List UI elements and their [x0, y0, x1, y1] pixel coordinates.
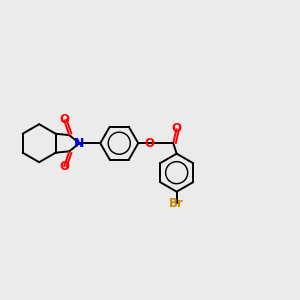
Text: O: O: [59, 160, 69, 173]
Text: O: O: [145, 137, 155, 150]
Text: Br: Br: [169, 196, 184, 210]
Text: N: N: [74, 137, 85, 150]
Text: O: O: [172, 122, 182, 135]
Text: O: O: [59, 113, 69, 126]
